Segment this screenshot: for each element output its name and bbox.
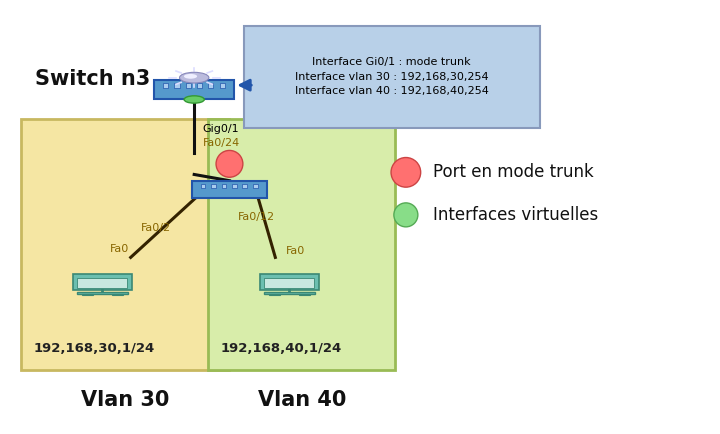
Text: 192,168,30,1/24: 192,168,30,1/24 — [34, 342, 156, 355]
FancyBboxPatch shape — [243, 184, 247, 188]
FancyBboxPatch shape — [264, 292, 315, 293]
Ellipse shape — [179, 72, 209, 83]
FancyBboxPatch shape — [208, 83, 213, 88]
FancyBboxPatch shape — [260, 274, 319, 290]
FancyBboxPatch shape — [201, 184, 205, 188]
FancyBboxPatch shape — [208, 119, 395, 370]
FancyBboxPatch shape — [269, 293, 280, 295]
Ellipse shape — [184, 96, 204, 103]
Text: Gig0/1: Gig0/1 — [202, 124, 239, 134]
FancyBboxPatch shape — [77, 292, 127, 293]
Text: Fa0/12: Fa0/12 — [238, 212, 275, 222]
FancyBboxPatch shape — [163, 83, 168, 88]
Text: Fa0/2: Fa0/2 — [141, 223, 171, 233]
FancyBboxPatch shape — [253, 184, 258, 188]
FancyBboxPatch shape — [112, 293, 122, 295]
Ellipse shape — [394, 203, 418, 227]
Text: Switch n3: Switch n3 — [35, 69, 150, 89]
FancyBboxPatch shape — [174, 83, 179, 88]
FancyBboxPatch shape — [222, 184, 226, 188]
Text: Fa0/24: Fa0/24 — [202, 138, 240, 148]
FancyBboxPatch shape — [82, 293, 94, 295]
FancyBboxPatch shape — [299, 293, 310, 295]
Text: Interfaces virtuelles: Interfaces virtuelles — [433, 206, 598, 224]
Text: 192,168,40,1/24: 192,168,40,1/24 — [221, 342, 342, 355]
Ellipse shape — [391, 158, 420, 187]
FancyBboxPatch shape — [264, 278, 315, 288]
FancyBboxPatch shape — [243, 26, 540, 128]
Text: Vlan 40: Vlan 40 — [258, 390, 346, 410]
Text: Fa0: Fa0 — [286, 246, 305, 256]
FancyBboxPatch shape — [197, 83, 202, 88]
FancyBboxPatch shape — [192, 181, 267, 198]
FancyBboxPatch shape — [186, 83, 191, 88]
Text: Vlan 30: Vlan 30 — [81, 390, 170, 410]
FancyBboxPatch shape — [22, 119, 230, 370]
Text: Port en mode trunk: Port en mode trunk — [433, 163, 593, 181]
Text: Interface Gi0/1 : mode trunk
Interface vlan 30 : 192,168,30,254
Interface vlan 4: Interface Gi0/1 : mode trunk Interface v… — [294, 57, 489, 96]
Ellipse shape — [216, 151, 243, 177]
FancyBboxPatch shape — [211, 184, 216, 188]
FancyBboxPatch shape — [220, 83, 225, 88]
Ellipse shape — [184, 74, 197, 79]
FancyBboxPatch shape — [78, 278, 127, 288]
FancyBboxPatch shape — [154, 80, 235, 99]
Text: Fa0: Fa0 — [109, 244, 129, 254]
FancyBboxPatch shape — [232, 184, 237, 188]
FancyBboxPatch shape — [73, 274, 132, 290]
